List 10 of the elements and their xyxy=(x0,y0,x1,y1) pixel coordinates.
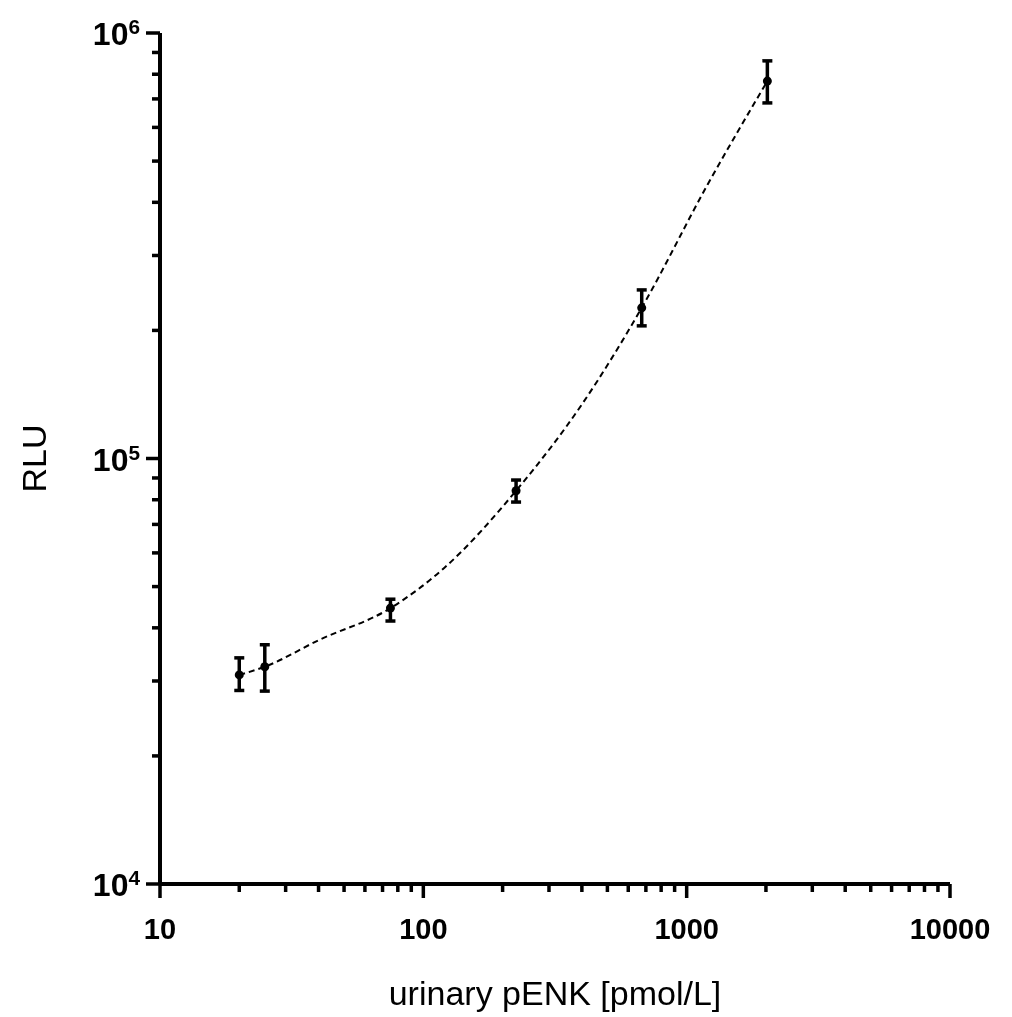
y-tick-label: 10$^{4}$ xyxy=(92,865,141,903)
point xyxy=(762,76,772,86)
x-tick-label: 100 xyxy=(399,913,448,945)
x-tick-label: 10000 xyxy=(909,913,991,945)
x-tick-label: 1000 xyxy=(654,913,719,945)
y-tick-label: 10$^{6}$ xyxy=(92,14,140,52)
y-axis-title: RLU xyxy=(15,424,53,493)
x-tick-label: 10 xyxy=(143,913,177,945)
x-axis-title: urinary pENK [pmol/L] xyxy=(388,974,722,1012)
y-tick-label: 10$^{5}$ xyxy=(92,440,140,478)
